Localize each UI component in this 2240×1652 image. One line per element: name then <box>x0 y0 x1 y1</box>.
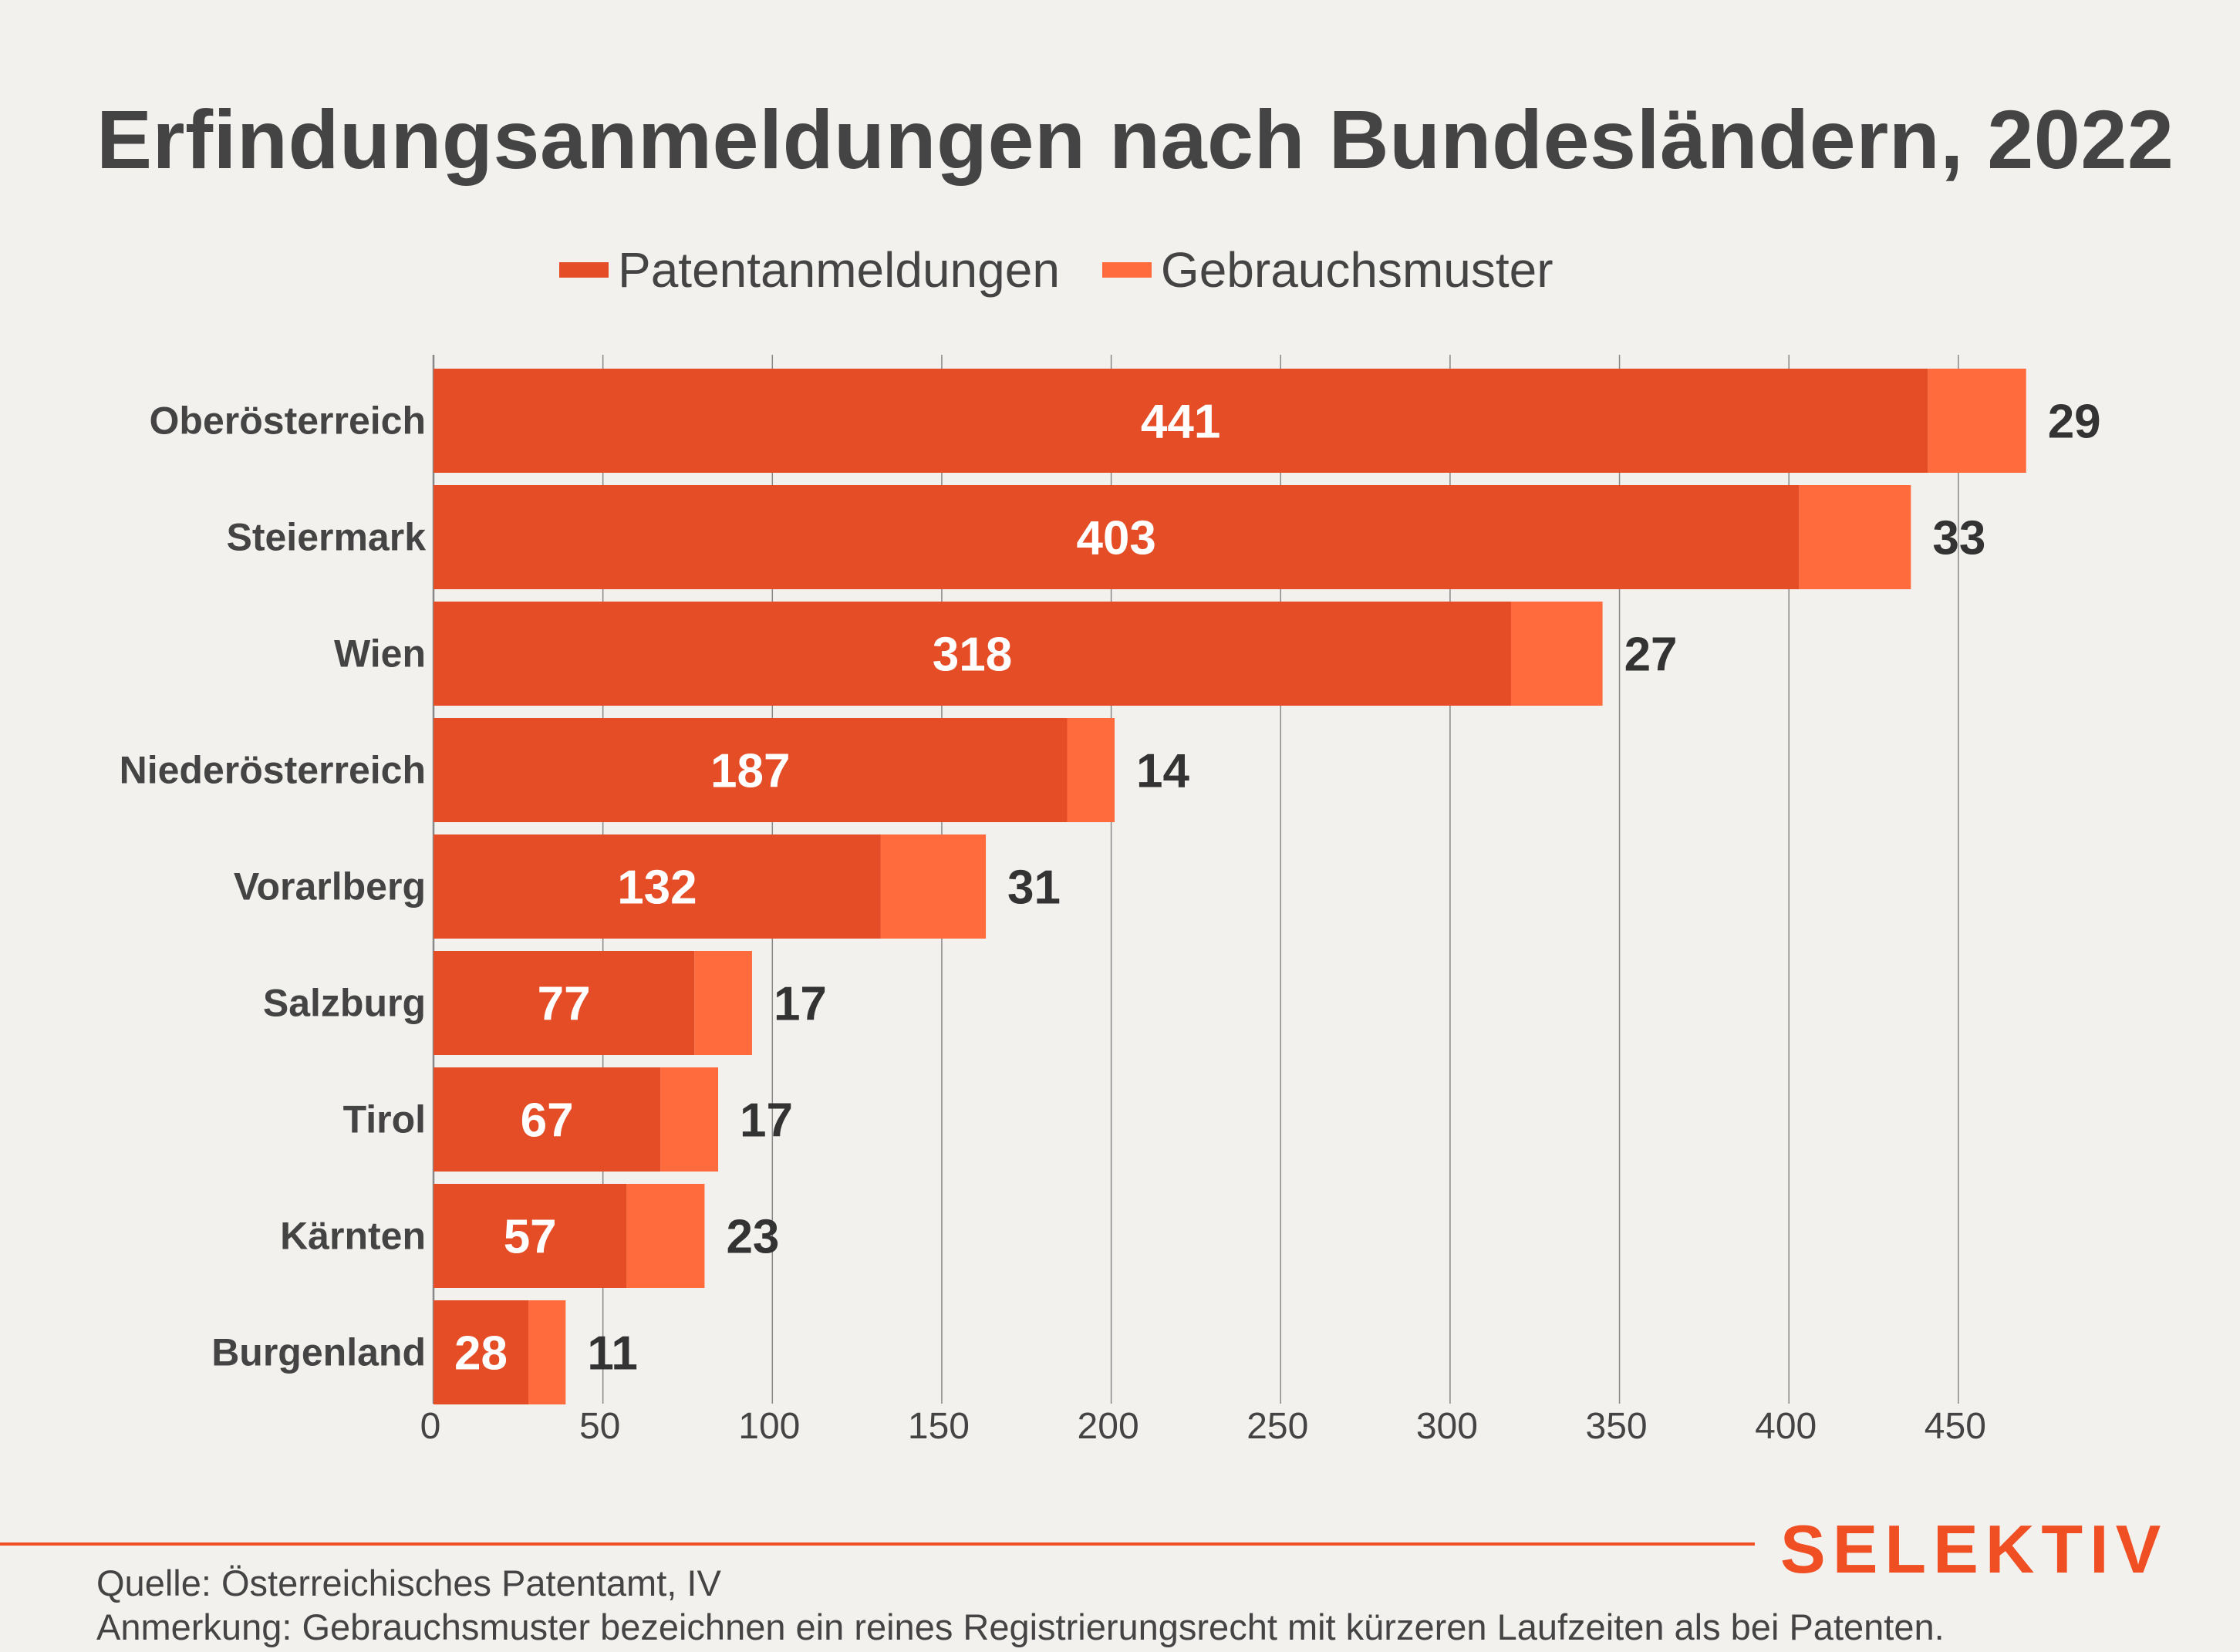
legend-item-utility-model: Gebrauchsmuster <box>1101 241 1553 298</box>
category-label: Kärnten <box>280 1215 426 1258</box>
bar-patent <box>433 369 1928 473</box>
category-label: Oberösterreich <box>150 400 426 443</box>
bar-value-label-utility-model: 29 <box>2048 396 2101 449</box>
x-tick-label: 0 <box>420 1406 441 1447</box>
bar-patent <box>433 1300 529 1404</box>
x-tick-label: 200 <box>1078 1406 1139 1447</box>
bar-patent <box>433 834 881 939</box>
bar-utility-model <box>660 1067 719 1172</box>
bar-value-label-patent: 187 <box>710 745 790 798</box>
bar-utility-model <box>626 1184 705 1288</box>
brand-logo: SELEKTIV <box>1780 1511 2168 1587</box>
bar-value-label-utility-model: 14 <box>1136 745 1189 798</box>
bar-value-label-patent: 77 <box>538 978 591 1031</box>
x-tick-label: 250 <box>1247 1406 1308 1447</box>
x-tick-label: 300 <box>1416 1406 1478 1447</box>
bar-value-label-patent: 28 <box>454 1327 508 1381</box>
footer-divider <box>0 1542 1755 1546</box>
category-label: Vorarlberg <box>234 865 426 909</box>
bar-patent <box>433 1067 661 1172</box>
legend-item-patent: Patentanmeldungen <box>559 241 1060 298</box>
bar-utility-model <box>1928 369 2026 473</box>
legend-label-utility-model: Gebrauchsmuster <box>1160 242 1553 298</box>
bar-patent <box>433 602 1511 706</box>
bar-patent <box>433 718 1068 822</box>
bar-value-label-utility-model: 27 <box>1624 629 1678 682</box>
category-label: Salzburg <box>263 982 426 1025</box>
x-tick-label: 150 <box>908 1406 970 1447</box>
x-tick-label: 450 <box>1925 1406 1986 1447</box>
bar-utility-model <box>1799 485 1911 589</box>
bar-value-label-utility-model: 31 <box>1007 861 1061 915</box>
bar-value-label-patent: 441 <box>1141 396 1220 449</box>
chart-title: Erfindungsanmeldungen nach Bundesländern… <box>96 93 2174 186</box>
bar-value-label-patent: 132 <box>617 861 697 915</box>
bar-value-label-patent: 318 <box>933 629 1012 682</box>
category-label: Steiermark <box>227 516 427 559</box>
bar-value-label-utility-model: 17 <box>774 978 827 1031</box>
bar-patent <box>433 485 1800 589</box>
chart-legend: Patentanmeldungen Gebrauchsmuster <box>559 239 1596 301</box>
x-tick-label: 350 <box>1586 1406 1648 1447</box>
bar-utility-model <box>1510 602 1603 706</box>
bar-value-label-patent: 67 <box>521 1094 574 1148</box>
bar-value-label-patent: 57 <box>504 1211 557 1264</box>
legend-swatch-utility-model <box>1101 262 1152 278</box>
legend-label-patent: Patentanmeldungen <box>618 242 1060 298</box>
legend-swatch-patent <box>559 262 609 278</box>
annotation-note: Anmerkung: Gebrauchsmuster bezeichnen ei… <box>96 1606 1945 1647</box>
bar-value-label-utility-model: 17 <box>740 1094 793 1148</box>
bar-utility-model <box>694 951 752 1055</box>
x-tick-label: 400 <box>1755 1406 1817 1447</box>
bar-utility-model <box>528 1300 566 1404</box>
bar-utility-model <box>880 834 987 939</box>
bar-value-label-utility-model: 33 <box>1932 512 1985 565</box>
bar-value-label-utility-model: 23 <box>726 1211 779 1264</box>
category-label: Wien <box>334 632 426 676</box>
bar-utility-model <box>1067 718 1115 822</box>
category-label: Burgenland <box>211 1331 426 1374</box>
category-label: Tirol <box>343 1098 426 1141</box>
bar-value-label-utility-model: 11 <box>587 1327 638 1381</box>
x-tick-label: 100 <box>738 1406 800 1447</box>
bar-value-label-patent: 403 <box>1076 512 1155 565</box>
bar-patent <box>433 951 695 1055</box>
x-tick-label: 50 <box>579 1406 620 1447</box>
category-label: Niederösterreich <box>120 749 426 792</box>
source-note: Quelle: Österreichisches Patentamt, IV <box>96 1563 721 1603</box>
bar-patent <box>433 1184 627 1288</box>
